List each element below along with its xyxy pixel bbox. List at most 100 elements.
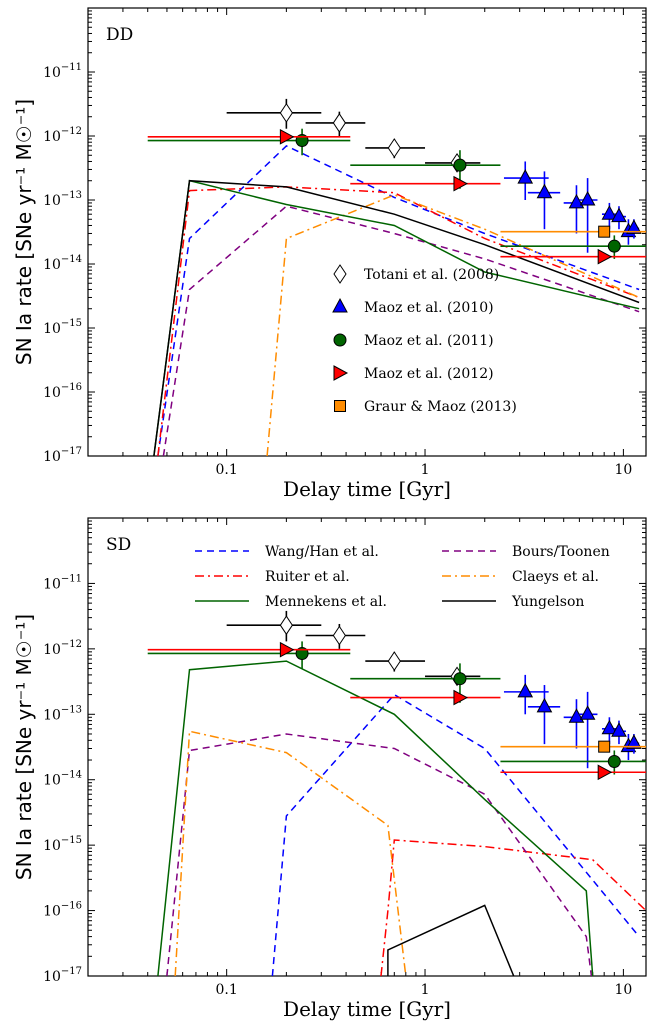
legend-item: Maoz et al. (2011) (333, 333, 494, 349)
x-tick-label: 1 (421, 982, 430, 998)
marker-graur (598, 740, 611, 753)
panel-label: DD (106, 25, 133, 45)
legend-marker-totani (333, 264, 347, 284)
y-tick-label: 10−16 (43, 901, 82, 920)
legend-label: Maoz et al. (2011) (364, 333, 494, 349)
model-curves (153, 145, 640, 456)
panel-dd: 0.1 1 10 10−17 10−16 10−15 10−14 10−13 10−12 10−1… (12, 7, 647, 501)
legend-item: Wang/Han et al. (195, 544, 379, 560)
y-tick-label: 10−11 (43, 62, 82, 81)
legend-item: Maoz et al. (2010) (332, 297, 494, 316)
x-tick-label: 0.1 (216, 462, 238, 478)
series-line-yungelson (387, 904, 515, 976)
legend-item: Yungelson (442, 594, 584, 610)
legend-item: Maoz et al. (2012) (333, 365, 494, 382)
legend-marker-maoz2012 (333, 365, 349, 381)
marker-maoz2011 (453, 158, 467, 172)
x-axis-label: Delay time [Gyr] (283, 997, 451, 1021)
marker-maoz2010 (579, 705, 596, 720)
series-line-yungelson (153, 179, 640, 456)
legend-label: Totani et al. (2008) (364, 267, 499, 283)
marker-totani (387, 651, 401, 671)
marker-maoz2010 (611, 722, 627, 737)
series-line-claeys (174, 730, 407, 976)
marker-totani (279, 615, 293, 636)
marker-maoz2010 (611, 207, 627, 223)
series-line-mennekens (157, 660, 594, 976)
legend-item: Bours/Toonen (442, 544, 610, 560)
legend-item: Totani et al. (2008) (333, 264, 499, 284)
y-tick-label: 10−17 (43, 966, 82, 985)
legend-label: Maoz et al. (2010) (364, 300, 494, 316)
y-tick-label: 10−17 (43, 446, 82, 465)
marker-totani (332, 113, 346, 133)
y-tick-label: 10−12 (43, 126, 82, 145)
marker-maoz2011 (607, 239, 621, 253)
series-line-bours_toonen (166, 733, 593, 976)
y-tick-label: 10−14 (43, 254, 82, 273)
legend-label: Maoz et al. (2012) (364, 366, 494, 382)
y-axis-ticks (88, 7, 646, 457)
y-tick-label: 10−13 (43, 190, 82, 209)
legend-label: Mennekens et al. (265, 594, 387, 610)
marker-maoz2010 (568, 708, 585, 723)
series-line-bours_toonen (162, 205, 640, 456)
marker-totani (387, 138, 401, 158)
marker-maoz2010 (517, 169, 534, 184)
legend: Wang/Han et al. Bours/Toonen Ruiter et al.… (195, 544, 610, 610)
marker-maoz2011 (607, 754, 621, 768)
y-axis-label: SN Ia rate [SNe yr⁻¹ M☉⁻¹] (12, 99, 36, 365)
marker-maoz2012 (279, 641, 295, 658)
marker-maoz2010 (579, 190, 596, 206)
x-tick-label: 0.1 (216, 982, 238, 998)
legend-label: Wang/Han et al. (265, 544, 379, 560)
panel-sd: 0.1 1 10 10−17 10−16 10−15 10−14 10−13 10−12 10−1… (12, 517, 647, 1021)
observations (147, 98, 646, 265)
marker-maoz2012 (453, 175, 469, 192)
marker-maoz2012 (597, 764, 613, 781)
legend-label: Bours/Toonen (512, 544, 610, 560)
y-tick-label: 10−15 (43, 835, 82, 854)
marker-totani (332, 625, 346, 646)
marker-maoz2010 (626, 219, 642, 234)
legend-item: Claeys et al. (442, 569, 599, 585)
model-curves (157, 660, 646, 976)
y-tick-label: 10−15 (43, 318, 82, 337)
x-axis-ticks (87, 8, 624, 456)
legend-label: Claeys et al. (512, 569, 599, 585)
legend-item: Graur & Maoz (2013) (334, 399, 517, 415)
legend-item: Mennekens et al. (195, 594, 387, 610)
x-axis-ticks (87, 518, 624, 976)
marker-maoz2010 (626, 734, 642, 749)
observations (147, 610, 646, 781)
marker-maoz2012 (597, 248, 613, 265)
legend-label: Yungelson (511, 594, 584, 610)
marker-maoz2012 (279, 129, 295, 145)
y-axis-ticks (88, 517, 646, 977)
y-tick-label: 10−13 (43, 704, 82, 723)
series-line-wang_han (157, 145, 640, 456)
y-tick-label: 10−11 (43, 573, 82, 592)
marker-maoz2010 (517, 682, 534, 698)
y-tick-label: 10−14 (43, 770, 82, 789)
x-axis-label: Delay time [Gyr] (283, 477, 451, 501)
marker-maoz2010 (536, 697, 553, 713)
legend-marker-maoz2010 (332, 297, 348, 313)
marker-maoz2012 (453, 689, 469, 706)
series-line-wang_han (271, 693, 640, 976)
x-tick-label: 1 (421, 462, 430, 478)
marker-maoz2010 (536, 183, 553, 199)
y-tick-label: 10−12 (43, 639, 82, 658)
legend-label: Graur & Maoz (2013) (364, 399, 517, 415)
marker-totani (279, 102, 293, 123)
series-line-ruiter (380, 839, 646, 976)
legend: Totani et al. (2008) Maoz et al. (2010) Ma… (332, 264, 517, 415)
marker-graur (598, 225, 611, 238)
marker-maoz2011 (453, 672, 467, 686)
x-tick-label: 10 (614, 982, 632, 998)
panel-label: SD (106, 535, 131, 555)
marker-maoz2010 (568, 193, 585, 209)
legend-label: Ruiter et al. (265, 569, 350, 585)
x-tick-label: 10 (614, 462, 632, 478)
